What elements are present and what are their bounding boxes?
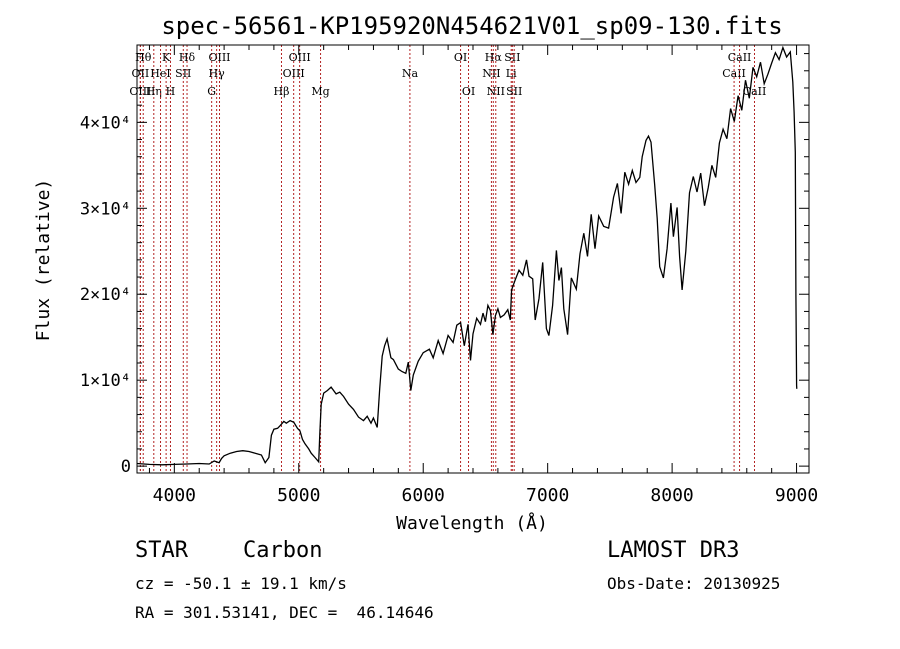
- marker-label: Na: [402, 67, 419, 80]
- x-tick-label: 8000: [650, 485, 693, 506]
- marker-label: OI: [454, 51, 467, 64]
- marker-label: OIII: [283, 67, 305, 80]
- survey-release: LAMOST DR3: [607, 538, 740, 563]
- line-markers: HθOIIOIIIHηHeIKHSIIHδGHγOIIIHβOIIIOIIIMg…: [129, 45, 766, 473]
- sky-coordinates: RA = 301.53141, DEC = 46.14646: [135, 603, 434, 622]
- marker-label: SII: [506, 85, 522, 98]
- x-tick-label: 6000: [402, 485, 445, 506]
- marker-label: K: [162, 51, 171, 64]
- marker-label: HeI: [150, 67, 170, 80]
- marker-label: CaII: [728, 51, 752, 64]
- marker-label: NII: [482, 67, 500, 80]
- chart-title: spec-56561-KP195920N454621V01_sp09-130.f…: [161, 12, 782, 40]
- marker-label: OIII: [129, 85, 151, 98]
- y-tick-label: 2×10⁴: [80, 285, 131, 305]
- marker-label: G: [207, 85, 216, 98]
- marker-label: OIII: [208, 51, 230, 64]
- marker-label: Hβ: [274, 85, 290, 98]
- marker-label: Hθ: [135, 51, 152, 64]
- marker-label: OIII: [289, 51, 311, 64]
- marker-label: Hγ: [209, 67, 226, 80]
- marker-label: H: [166, 85, 176, 98]
- x-tick-label: 4000: [153, 485, 196, 506]
- marker-label: CaII: [722, 67, 746, 80]
- object-subclass: Carbon: [243, 538, 323, 563]
- marker-label: OI: [462, 85, 475, 98]
- marker-label: Hδ: [179, 51, 196, 64]
- spectrum-line: [136, 45, 798, 466]
- marker-label: Hη: [146, 85, 162, 98]
- marker-label: CaII: [743, 85, 767, 98]
- y-tick-label: 3×10⁴: [80, 199, 131, 219]
- y-tick-label: 1×10⁴: [80, 371, 131, 391]
- x-axis-label: Wavelength (Å): [396, 512, 548, 534]
- y-tick-label: 0: [121, 457, 131, 477]
- x-tick-label: 9000: [775, 485, 818, 506]
- marker-label: Mg: [311, 85, 329, 98]
- y-tick-label: 4×10⁴: [80, 113, 131, 133]
- plot-frame: [136, 44, 810, 474]
- observation-date: Obs-Date: 20130925: [607, 574, 781, 593]
- redshift-velocity: cz = -50.1 ± 19.1 km/s: [135, 574, 347, 593]
- x-tick-label: 5000: [277, 485, 320, 506]
- y-axis: 0 1×10⁴ 2×10⁴ 3×10⁴ 4×10⁴: [80, 53, 809, 477]
- y-axis-label: Flux (relative): [33, 179, 54, 342]
- x-axis: 4000 5000 6000 7000 8000 9000: [148, 45, 818, 506]
- marker-label: SII: [175, 67, 191, 80]
- marker-label: SII: [504, 51, 520, 64]
- marker-label: Hα: [485, 51, 503, 64]
- marker-label: NII: [487, 85, 505, 98]
- object-class: STAR: [135, 538, 188, 563]
- x-tick-label: 7000: [526, 485, 569, 506]
- marker-label: Li: [506, 67, 517, 80]
